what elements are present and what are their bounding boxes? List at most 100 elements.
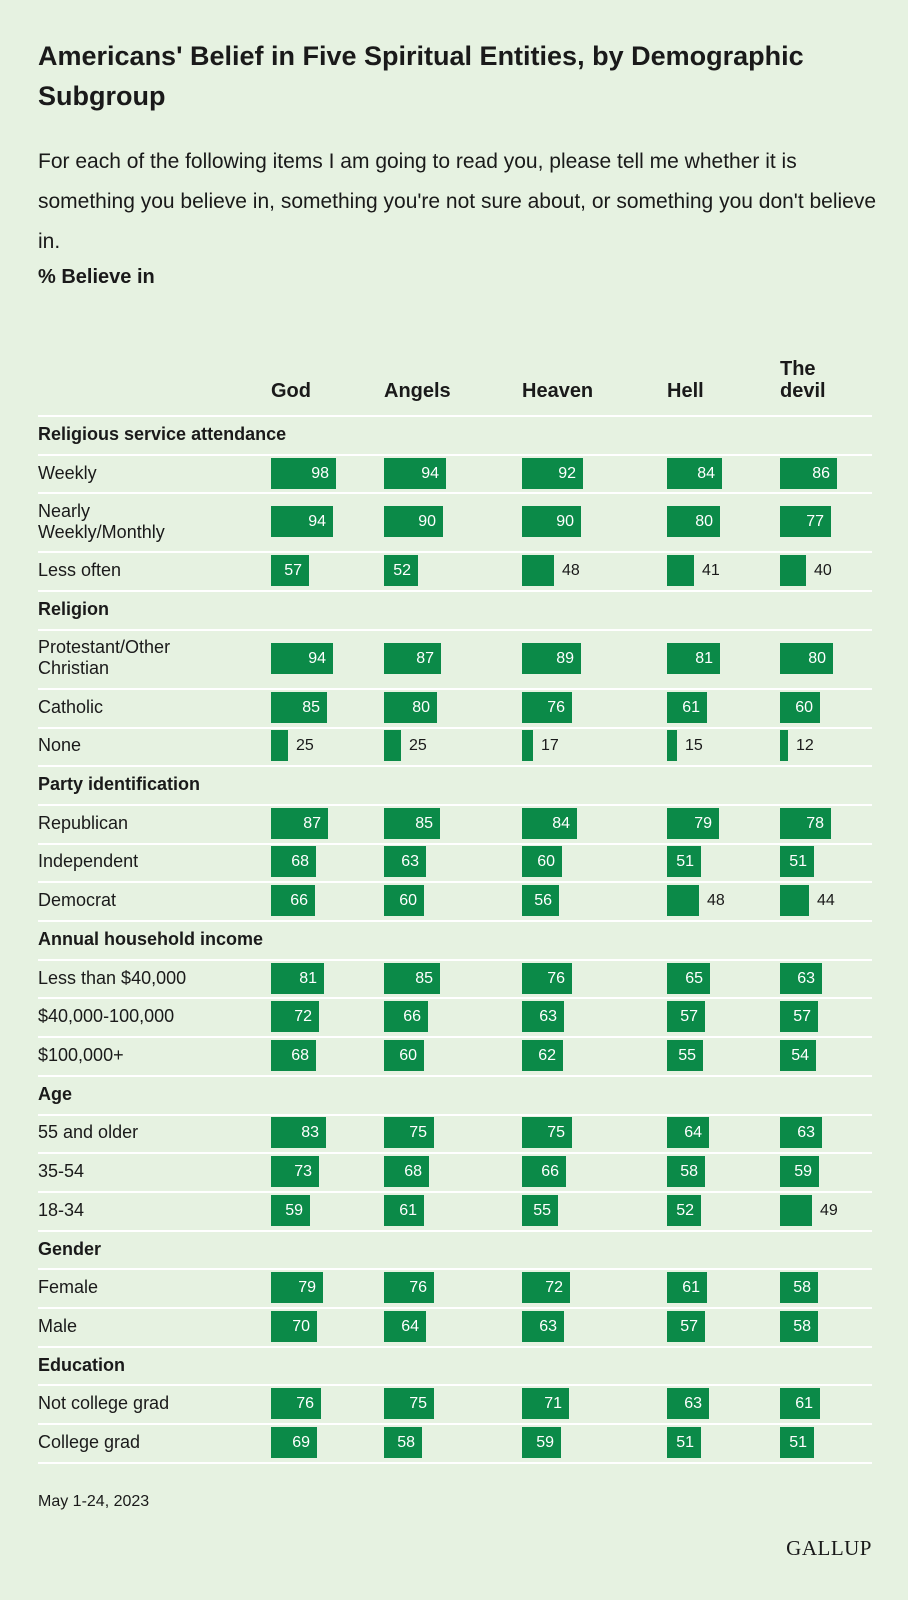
column-header-hell: Hell bbox=[667, 380, 704, 402]
date-footnote: May 1-24, 2023 bbox=[38, 1493, 150, 1510]
bar-angels bbox=[384, 807, 440, 839]
row-divider bbox=[38, 453, 872, 456]
bar-hell bbox=[667, 1388, 709, 1420]
row-label: 35-54 bbox=[38, 1161, 85, 1182]
section-header: Annual household income bbox=[38, 929, 264, 949]
value-label: 76 bbox=[296, 1395, 314, 1413]
value-label: 70 bbox=[292, 1317, 310, 1335]
bar-devil bbox=[780, 1039, 816, 1071]
value-label: 59 bbox=[285, 1201, 303, 1219]
gallup-logo: GALLUP bbox=[786, 1536, 872, 1560]
value-label: 63 bbox=[539, 1008, 557, 1026]
value-label: 40 bbox=[814, 562, 832, 580]
row-divider bbox=[38, 726, 872, 729]
value-label: 79 bbox=[694, 814, 712, 832]
bar-hell bbox=[667, 807, 719, 839]
value-label: 55 bbox=[678, 1046, 696, 1064]
bar-god bbox=[271, 846, 316, 878]
bar-devil bbox=[780, 1310, 818, 1342]
bar-devil bbox=[780, 691, 820, 723]
bar-heaven bbox=[522, 807, 577, 839]
row-label: 55 and older bbox=[38, 1122, 139, 1143]
row-label: College grad bbox=[38, 1431, 141, 1452]
bar-angels bbox=[384, 1039, 424, 1071]
value-label: 76 bbox=[547, 698, 565, 716]
bar-devil bbox=[780, 1194, 812, 1226]
value-label: 51 bbox=[789, 853, 807, 871]
bar-heaven bbox=[522, 730, 533, 762]
row-label: Independent bbox=[38, 851, 139, 872]
bar-heaven bbox=[522, 962, 572, 994]
bar-god bbox=[271, 691, 327, 723]
value-label: 75 bbox=[409, 1395, 427, 1413]
section-header: Religion bbox=[38, 599, 109, 620]
row-divider bbox=[38, 415, 872, 417]
row-divider bbox=[38, 687, 872, 690]
value-label: 79 bbox=[298, 1279, 316, 1297]
value-label: 51 bbox=[676, 853, 694, 871]
chart-title: Americans' Belief in Five Spiritual Enti… bbox=[38, 41, 804, 111]
row-label: 18-34 bbox=[38, 1199, 85, 1220]
value-label: 87 bbox=[303, 814, 321, 832]
value-label: 61 bbox=[682, 1279, 700, 1297]
bar-hell bbox=[667, 730, 677, 762]
bar-hell bbox=[667, 962, 710, 994]
value-label: 64 bbox=[401, 1317, 419, 1335]
bar-angels bbox=[384, 642, 441, 674]
bar-hell bbox=[667, 1117, 709, 1149]
bar-heaven bbox=[522, 506, 581, 538]
value-label: 85 bbox=[302, 698, 320, 716]
value-label: 98 bbox=[311, 464, 329, 482]
bar-devil bbox=[780, 885, 809, 917]
value-label: 60 bbox=[399, 1046, 417, 1064]
row-label: $40,000-100,000 bbox=[38, 1006, 175, 1027]
bar-god bbox=[271, 1039, 316, 1071]
row-divider bbox=[38, 997, 872, 1000]
row-label: Female bbox=[38, 1277, 99, 1298]
value-label: 76 bbox=[547, 969, 565, 987]
row-divider bbox=[38, 1190, 872, 1193]
value-label: 68 bbox=[291, 1046, 309, 1064]
value-label: 90 bbox=[556, 513, 574, 531]
measure-label: % Believe in bbox=[38, 266, 155, 288]
question-text: For each of the following items I am goi… bbox=[38, 150, 877, 253]
value-label: 71 bbox=[544, 1395, 562, 1413]
bar-angels bbox=[384, 506, 443, 538]
value-label: 78 bbox=[806, 814, 824, 832]
bar-god bbox=[271, 457, 336, 489]
bar-heaven bbox=[522, 846, 562, 878]
value-label: 72 bbox=[545, 1279, 563, 1297]
value-label: 72 bbox=[294, 1008, 312, 1026]
bar-devil bbox=[780, 1156, 819, 1188]
value-label: 75 bbox=[547, 1124, 565, 1142]
bar-angels bbox=[384, 555, 418, 587]
column-header-angels: Angels bbox=[384, 380, 451, 402]
bar-angels bbox=[384, 885, 424, 917]
value-label: 57 bbox=[284, 562, 302, 580]
bar-god bbox=[271, 1272, 323, 1304]
row-divider bbox=[38, 1268, 872, 1271]
value-label: 17 bbox=[541, 737, 559, 755]
value-label: 69 bbox=[292, 1433, 310, 1451]
value-label: 57 bbox=[680, 1008, 698, 1026]
bar-hell bbox=[667, 846, 701, 878]
value-label: 12 bbox=[796, 737, 814, 755]
value-label: 63 bbox=[797, 969, 815, 987]
value-label: 90 bbox=[418, 513, 436, 531]
bar-heaven bbox=[522, 885, 559, 917]
value-label: 65 bbox=[685, 969, 703, 987]
column-header-devil: The devil bbox=[780, 358, 826, 402]
value-label: 63 bbox=[539, 1317, 557, 1335]
bar-hell bbox=[667, 691, 707, 723]
bar-hell bbox=[667, 1194, 701, 1226]
bar-heaven bbox=[522, 555, 554, 587]
row-label: Nearly Weekly/Monthly bbox=[38, 500, 165, 542]
value-label: 58 bbox=[793, 1317, 811, 1335]
column-header-heaven: Heaven bbox=[522, 380, 594, 402]
value-label: 52 bbox=[393, 562, 411, 580]
value-label: 56 bbox=[534, 892, 552, 910]
row-divider bbox=[38, 628, 872, 631]
value-label: 49 bbox=[820, 1201, 838, 1219]
bar-angels bbox=[384, 846, 426, 878]
row-label: Not college grad bbox=[38, 1393, 170, 1414]
